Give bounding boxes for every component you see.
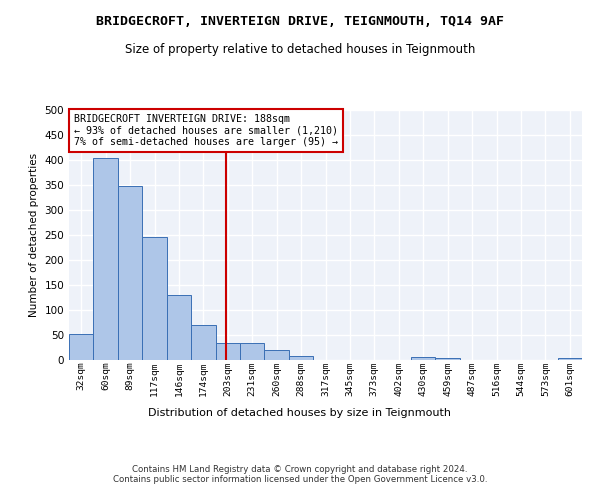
Bar xyxy=(436,358,460,360)
Bar xyxy=(557,358,582,360)
Text: Size of property relative to detached houses in Teignmouth: Size of property relative to detached ho… xyxy=(125,42,475,56)
Text: BRIDGECROFT, INVERTEIGN DRIVE, TEIGNMOUTH, TQ14 9AF: BRIDGECROFT, INVERTEIGN DRIVE, TEIGNMOUT… xyxy=(96,15,504,28)
Text: Distribution of detached houses by size in Teignmouth: Distribution of detached houses by size … xyxy=(149,408,452,418)
Bar xyxy=(411,357,436,360)
Bar xyxy=(265,350,289,360)
Bar xyxy=(215,342,240,360)
Bar xyxy=(118,186,142,360)
Bar xyxy=(289,356,313,360)
Bar xyxy=(94,158,118,360)
Bar xyxy=(240,342,265,360)
Bar xyxy=(69,334,94,360)
Text: Contains HM Land Registry data © Crown copyright and database right 2024.
Contai: Contains HM Land Registry data © Crown c… xyxy=(113,465,487,484)
Y-axis label: Number of detached properties: Number of detached properties xyxy=(29,153,39,317)
Bar xyxy=(142,237,167,360)
Bar xyxy=(167,295,191,360)
Text: BRIDGECROFT INVERTEIGN DRIVE: 188sqm
← 93% of detached houses are smaller (1,210: BRIDGECROFT INVERTEIGN DRIVE: 188sqm ← 9… xyxy=(74,114,338,147)
Bar xyxy=(191,325,215,360)
